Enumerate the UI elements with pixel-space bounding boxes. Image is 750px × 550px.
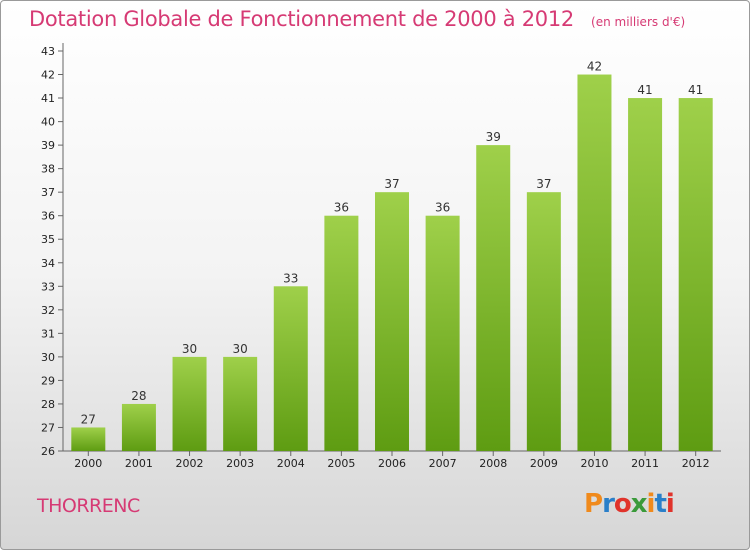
data-label-2001: 28	[131, 389, 146, 403]
data-label-2002: 30	[182, 342, 197, 356]
y-tick-label: 33	[41, 280, 55, 293]
y-tick-label: 39	[41, 139, 55, 152]
data-label-2007: 36	[435, 201, 450, 215]
x-tick-label-2008: 2008	[479, 457, 507, 470]
bar-2009	[526, 192, 561, 452]
y-tick-label: 26	[41, 445, 55, 458]
x-tick-label-2006: 2006	[378, 457, 406, 470]
y-tick-label: 35	[41, 233, 55, 246]
data-label-2011: 41	[637, 83, 652, 97]
y-tick-label: 30	[41, 351, 55, 364]
data-label-2006: 37	[384, 177, 399, 191]
bar-2003	[223, 356, 258, 451]
title-row: Dotation Globale de Fonctionnement de 20…	[29, 7, 685, 31]
data-label-2010: 42	[587, 60, 602, 74]
data-label-2005: 36	[334, 201, 349, 215]
x-tick-label-2000: 2000	[74, 457, 102, 470]
bar-2010	[577, 74, 612, 451]
logo-letter: i	[646, 489, 656, 519]
x-tick-label-2011: 2011	[631, 457, 659, 470]
data-label-2012: 41	[688, 83, 703, 97]
y-tick-label: 41	[41, 92, 55, 105]
bar-2001	[121, 403, 156, 451]
y-tick-label: 38	[41, 163, 55, 176]
data-label-2000: 27	[81, 412, 96, 426]
bar-2011	[628, 98, 663, 451]
data-label-2004: 33	[283, 271, 298, 285]
x-tick-label-2007: 2007	[429, 457, 457, 470]
y-tick-label: 40	[41, 116, 55, 129]
x-tick-label-2012: 2012	[682, 457, 710, 470]
logo-letter: r	[602, 489, 615, 519]
proxiti-logo[interactable]: Proxiti	[584, 489, 675, 519]
bar-2002	[172, 356, 207, 451]
x-tick-label-2005: 2005	[327, 457, 355, 470]
data-label-2003: 30	[233, 342, 248, 356]
logo-letter: x	[630, 489, 648, 519]
bar-2007	[425, 215, 460, 451]
bar-2005	[324, 215, 359, 451]
logo-letter: i	[665, 489, 675, 519]
x-tick-label-2004: 2004	[277, 457, 305, 470]
chart-title: Dotation Globale de Fonctionnement de 20…	[29, 7, 574, 31]
x-tick-label-2010: 2010	[580, 457, 608, 470]
x-tick-label-2009: 2009	[530, 457, 558, 470]
data-label-2008: 39	[486, 130, 501, 144]
x-tick-label-2003: 2003	[226, 457, 254, 470]
data-label-2009: 37	[536, 177, 551, 191]
chart-unit: (en milliers d'€)	[591, 15, 686, 29]
y-tick-label: 27	[41, 421, 55, 434]
bar-2004	[273, 286, 308, 451]
y-tick-label: 29	[41, 374, 55, 387]
y-tick-label: 43	[41, 45, 55, 58]
y-tick-label: 31	[41, 327, 55, 340]
bar-2012	[678, 98, 713, 451]
x-tick-label-2001: 2001	[125, 457, 153, 470]
y-tick-label: 28	[41, 398, 55, 411]
x-tick-label-2002: 2002	[176, 457, 204, 470]
y-tick-label: 36	[41, 210, 55, 223]
logo-letter: o	[613, 489, 632, 519]
logo-letter: t	[654, 489, 666, 519]
bar-2000	[71, 427, 106, 451]
y-tick-label: 32	[41, 304, 55, 317]
bar-2008	[476, 145, 511, 451]
y-tick-label: 37	[41, 186, 55, 199]
y-tick-label: 34	[41, 257, 55, 270]
bar-2006	[375, 192, 409, 452]
y-tick-label: 42	[41, 69, 55, 82]
logo-letter: P	[584, 489, 603, 519]
commune-name: THORRENC	[37, 495, 140, 517]
